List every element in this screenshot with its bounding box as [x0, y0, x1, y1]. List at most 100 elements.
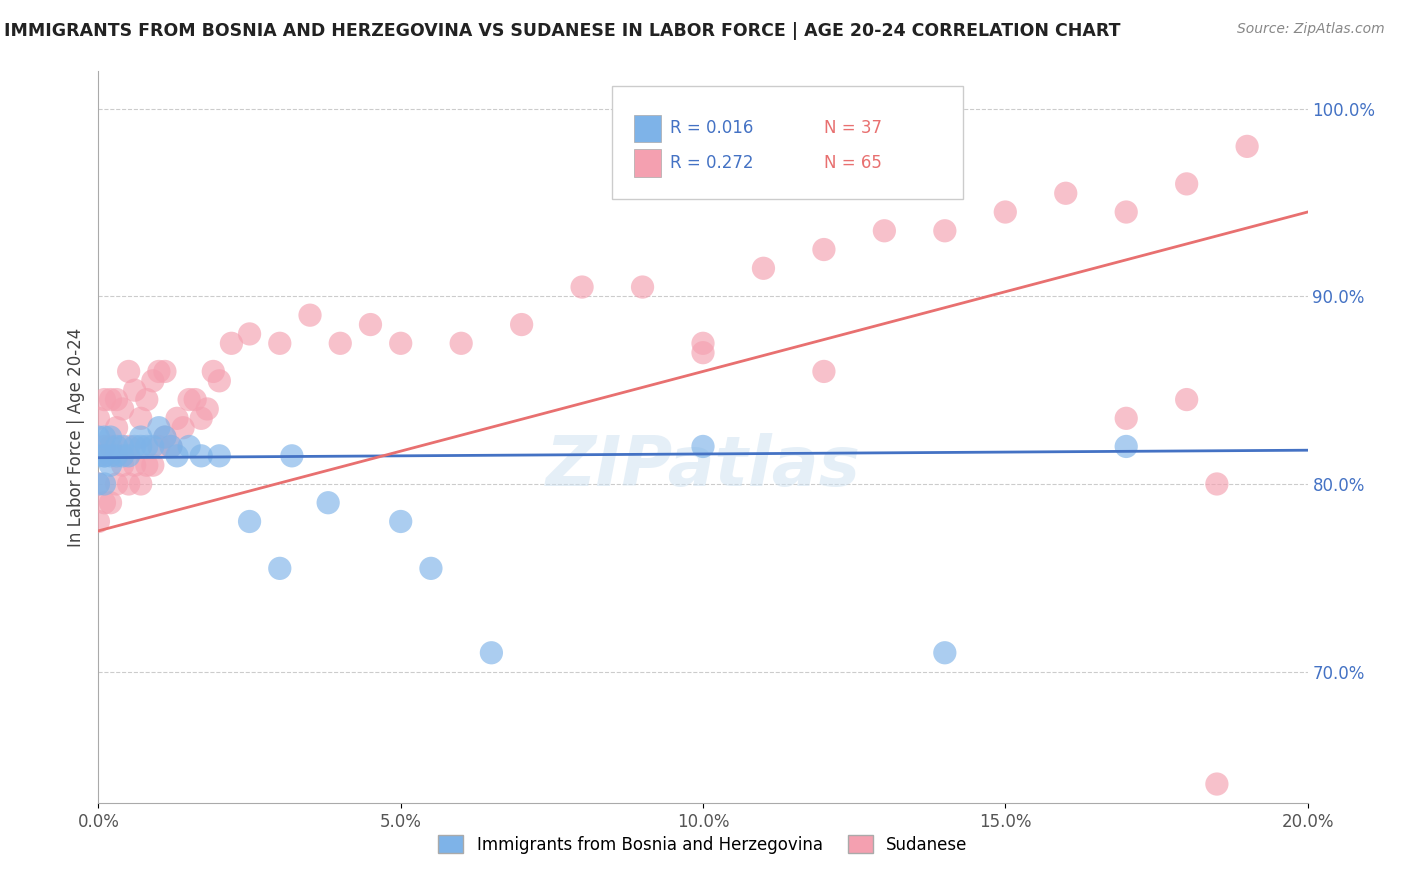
- Point: [481, 646, 503, 660]
- Point: [87, 477, 110, 491]
- FancyBboxPatch shape: [634, 149, 661, 177]
- Point: [450, 336, 472, 351]
- Point: [195, 401, 218, 416]
- Point: [129, 477, 152, 491]
- Point: [118, 364, 141, 378]
- Point: [1115, 411, 1137, 425]
- Point: [129, 411, 152, 425]
- Point: [100, 449, 122, 463]
- Point: [239, 515, 262, 529]
- Point: [93, 477, 115, 491]
- Point: [1236, 139, 1258, 153]
- Point: [190, 449, 212, 463]
- Text: ZIPatlas: ZIPatlas: [546, 433, 860, 500]
- Point: [93, 449, 115, 463]
- Point: [100, 440, 122, 454]
- Point: [873, 224, 896, 238]
- Point: [166, 449, 188, 463]
- Point: [105, 440, 128, 454]
- Point: [87, 430, 110, 444]
- Point: [87, 515, 110, 529]
- Point: [1115, 205, 1137, 219]
- Point: [1115, 440, 1137, 454]
- Point: [389, 515, 412, 529]
- Text: N = 65: N = 65: [824, 153, 882, 172]
- Point: [692, 336, 714, 351]
- Point: [153, 430, 176, 444]
- Text: N = 37: N = 37: [824, 120, 882, 137]
- Point: [153, 430, 176, 444]
- Point: [142, 458, 165, 473]
- Point: [129, 430, 152, 444]
- Point: [179, 440, 201, 454]
- Point: [93, 392, 115, 407]
- Point: [172, 420, 194, 434]
- Point: [166, 411, 188, 425]
- Point: [93, 430, 115, 444]
- Point: [124, 458, 146, 473]
- Point: [87, 411, 110, 425]
- Point: [329, 336, 352, 351]
- Point: [208, 449, 231, 463]
- Point: [269, 336, 291, 351]
- Point: [135, 392, 157, 407]
- Point: [111, 458, 134, 473]
- Point: [202, 364, 225, 378]
- Point: [184, 392, 207, 407]
- Point: [105, 449, 128, 463]
- Point: [269, 561, 291, 575]
- Point: [510, 318, 533, 332]
- Point: [111, 440, 134, 454]
- Point: [813, 364, 835, 378]
- Point: [221, 336, 243, 351]
- Point: [752, 261, 775, 276]
- Text: R = 0.272: R = 0.272: [671, 153, 754, 172]
- Point: [281, 449, 304, 463]
- Point: [93, 440, 115, 454]
- Point: [100, 496, 122, 510]
- Text: Source: ZipAtlas.com: Source: ZipAtlas.com: [1237, 22, 1385, 37]
- Point: [239, 326, 262, 341]
- Text: IMMIGRANTS FROM BOSNIA AND HERZEGOVINA VS SUDANESE IN LABOR FORCE | AGE 20-24 CO: IMMIGRANTS FROM BOSNIA AND HERZEGOVINA V…: [4, 22, 1121, 40]
- Point: [179, 392, 201, 407]
- Point: [100, 430, 122, 444]
- Point: [105, 477, 128, 491]
- Point: [111, 449, 134, 463]
- Point: [934, 224, 956, 238]
- Point: [105, 392, 128, 407]
- Point: [93, 496, 115, 510]
- Point: [118, 449, 141, 463]
- FancyBboxPatch shape: [634, 114, 661, 143]
- Point: [631, 280, 654, 294]
- Point: [1206, 777, 1229, 791]
- Point: [420, 561, 443, 575]
- Point: [148, 420, 170, 434]
- Point: [160, 440, 183, 454]
- Point: [142, 440, 165, 454]
- Point: [135, 440, 157, 454]
- Point: [389, 336, 412, 351]
- Point: [87, 477, 110, 491]
- Point: [360, 318, 382, 332]
- Point: [93, 449, 115, 463]
- Point: [1175, 392, 1198, 407]
- Point: [571, 280, 593, 294]
- Point: [100, 458, 122, 473]
- Point: [316, 496, 339, 510]
- Point: [124, 383, 146, 397]
- Point: [148, 440, 170, 454]
- Point: [1206, 477, 1229, 491]
- Y-axis label: In Labor Force | Age 20-24: In Labor Force | Age 20-24: [66, 327, 84, 547]
- Point: [934, 646, 956, 660]
- Point: [1175, 177, 1198, 191]
- Point: [142, 374, 165, 388]
- Point: [100, 392, 122, 407]
- Point: [105, 420, 128, 434]
- Point: [1054, 186, 1077, 201]
- Point: [124, 440, 146, 454]
- Point: [129, 440, 152, 454]
- Point: [87, 449, 110, 463]
- Point: [299, 308, 322, 322]
- Point: [160, 440, 183, 454]
- Point: [135, 458, 157, 473]
